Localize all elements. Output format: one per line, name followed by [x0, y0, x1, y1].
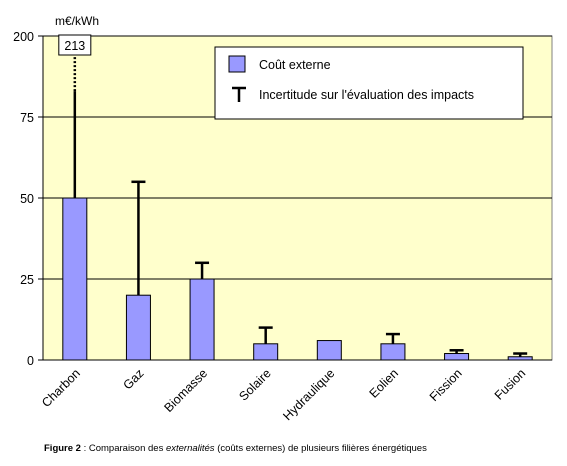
x-tick-label: Biomasse	[161, 366, 210, 415]
caption-italic: externalités	[165, 443, 215, 454]
bar-fission	[444, 353, 470, 361]
legend-error-icon	[232, 86, 246, 102]
x-tick-label: Fusion	[492, 366, 528, 402]
y-tick-label: 75	[20, 111, 34, 125]
x-tick-label: Hydraulique	[280, 366, 337, 423]
y-tick-label: 200	[13, 30, 34, 44]
caption-rest: (coûts externes) de plusieurs filières é…	[214, 443, 427, 454]
legend-series-name: Coût externe	[259, 58, 331, 72]
y-axis-unit: m€/kWh	[55, 14, 99, 28]
bar-fusion	[507, 356, 533, 361]
x-tick-label: Charbon	[39, 366, 83, 410]
x-tick-label: Fission	[427, 366, 465, 404]
annotation-box	[58, 34, 92, 56]
y-tick-label: 50	[20, 192, 34, 206]
legend-error-label: Incertitude sur l'évaluation des impacts	[259, 88, 474, 102]
bar-hydraulique	[316, 340, 342, 361]
legend-swatch	[228, 55, 246, 73]
bar-solaire	[253, 343, 279, 361]
caption-sep: : Comparaison des	[80, 443, 166, 454]
bars	[62, 197, 533, 361]
bar-gaz	[125, 294, 151, 361]
bar-biomasse	[189, 278, 215, 361]
y-tick-label: 0	[27, 354, 34, 368]
y-tick-label: 25	[20, 273, 34, 287]
x-tick-label: Solaire	[236, 366, 273, 403]
figure-caption: Figure 2 : Comparaison des externalités …	[44, 443, 427, 454]
annotation: 213	[58, 34, 92, 56]
legend: Coût externe Incertitude sur l'évaluatio…	[214, 46, 524, 120]
bar-charbon	[62, 197, 88, 361]
bar-eolien	[380, 343, 406, 361]
x-tick-labels: Charbon Gaz Biomasse Solaire Hydraulique Eoli…	[39, 366, 528, 423]
caption-label: Figure 2	[44, 443, 81, 454]
legend-box	[214, 46, 524, 120]
x-tick-label: Eolien	[367, 366, 402, 401]
annotation-label: 213	[64, 39, 85, 53]
x-tick-label: Gaz	[120, 366, 146, 392]
